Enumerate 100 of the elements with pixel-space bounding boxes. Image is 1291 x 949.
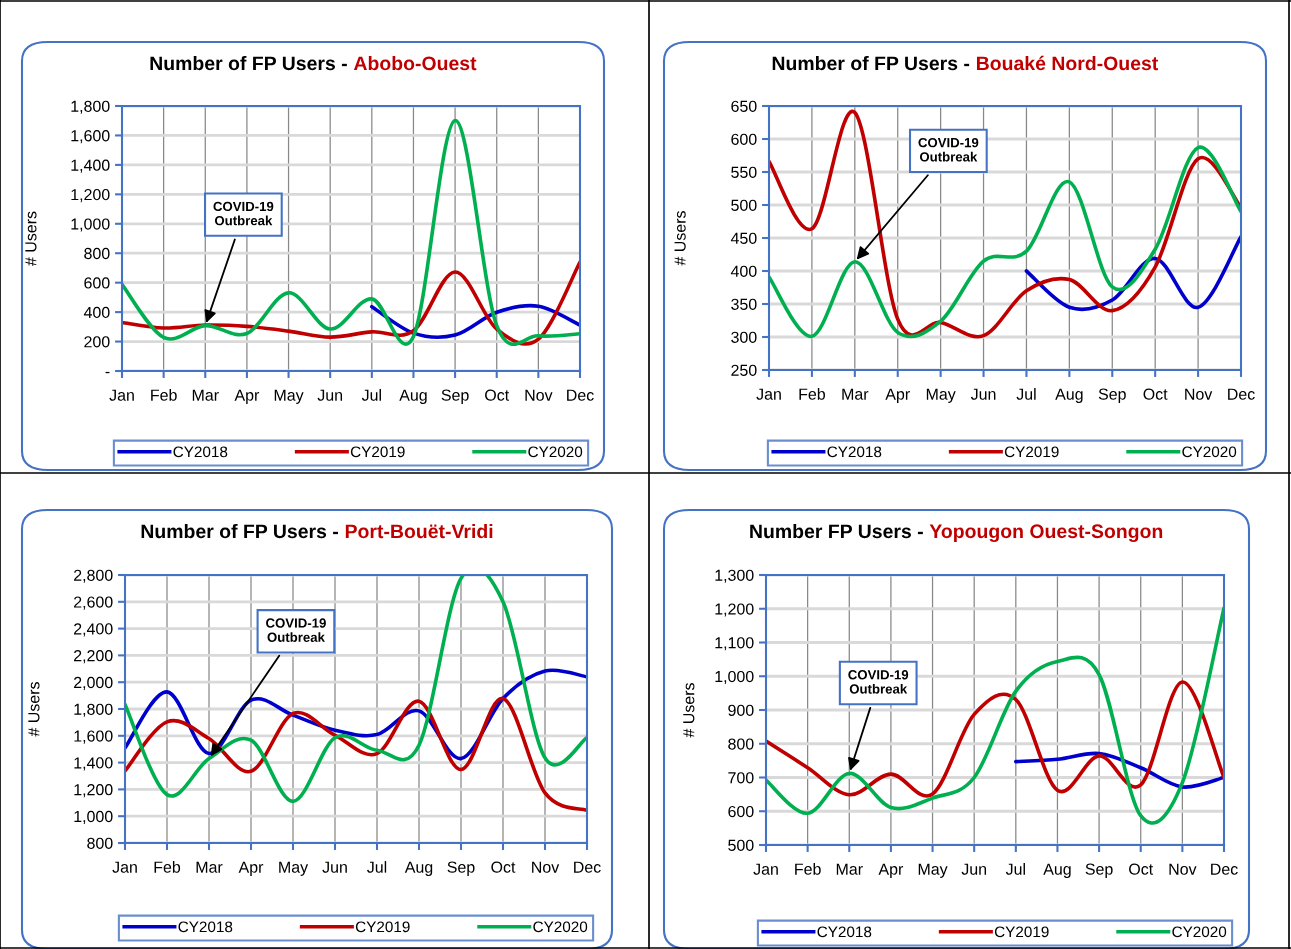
x-tick-label: Sep (1085, 863, 1113, 878)
x-tick-label: Feb (799, 388, 825, 400)
y-tick-label: 600 (84, 277, 110, 289)
legend-label: CY2018 (817, 926, 872, 938)
x-tick-label: Oct (1143, 388, 1168, 400)
chart-subtitle: Abobo-Ouest (353, 55, 477, 71)
line-series (769, 110, 1241, 338)
x-tick-label: Oct (1129, 863, 1154, 875)
y-tick-label: 1,200 (74, 784, 113, 798)
y-tick-label: 2,000 (74, 676, 113, 691)
x-tick-label: May (926, 388, 956, 403)
y-tick-label: 700 (728, 772, 754, 784)
x-tick-label: Feb (795, 863, 821, 875)
x-tick-label: Dec (1228, 388, 1255, 400)
y-axis-title: # Users (674, 211, 686, 266)
y-tick-label: 1,200 (715, 603, 754, 617)
y-tick-label: 800 (728, 738, 754, 750)
y-axis-title: # Users (28, 682, 40, 737)
annotation: COVID-19 Outbreak (266, 618, 326, 642)
x-tick-label: Aug (1055, 388, 1083, 403)
chart-title: Number FP Users - (750, 523, 923, 539)
y-tick-label: 400 (730, 265, 757, 277)
legend-label: CY2020 (533, 921, 588, 933)
x-tick-label: Aug (399, 389, 427, 404)
x-tick-label: Mar (842, 388, 869, 400)
chart-title: Number of FP Users - (772, 55, 970, 71)
x-tick-label: Dec (574, 861, 601, 873)
x-tick-label: Jul (361, 389, 381, 401)
y-tick-label: 250 (731, 364, 757, 376)
y-tick-label: 2,200 (74, 650, 113, 664)
y-tick-label: 650 (731, 100, 757, 112)
y-tick-label: 1,100 (715, 637, 754, 651)
legend-label: CY2019 (994, 926, 1049, 938)
chart-subtitle: Bouaké Nord-Ouest (976, 55, 1159, 71)
line-series (1014, 751, 1224, 789)
legend-label: CY2018 (173, 446, 228, 458)
y-tick-label: 200 (84, 336, 110, 348)
line-series (125, 696, 587, 813)
x-tick-label: Jul (367, 861, 387, 873)
y-tick-label: 1,200 (71, 188, 110, 203)
chart-title: Number of FP Users - (141, 523, 338, 539)
x-tick-label: Jan (109, 389, 134, 401)
x-tick-label: Jul (1005, 863, 1025, 875)
x-tick-label: Jan (753, 863, 778, 875)
x-tick-label: Oct (485, 389, 510, 401)
legend-label: CY2020 (528, 446, 583, 458)
x-tick-label: May (918, 863, 948, 878)
x-tick-label: Jun (961, 863, 987, 875)
y-tick-label: 600 (728, 805, 754, 818)
y-tick-label: 1,800 (74, 703, 113, 717)
y-tick-label: 300 (731, 331, 757, 343)
y-tick-label: 2,400 (74, 623, 113, 637)
y-tick-label: 800 (87, 837, 113, 849)
y-axis-title: # Users (683, 683, 695, 738)
y-tick-label: 1,400 (74, 757, 113, 771)
x-tick-label: Sep (447, 861, 475, 876)
legend-label: CY2020 (1172, 926, 1227, 938)
x-tick-label: Apr (885, 388, 910, 403)
x-tick-label: Sep (1098, 388, 1126, 403)
y-tick-label: 1,300 (715, 569, 754, 583)
x-tick-label: Jun (317, 389, 343, 401)
x-tick-label: Mar (196, 861, 223, 873)
x-tick-label: Apr (878, 863, 904, 878)
y-tick-label: 1,000 (74, 810, 113, 825)
x-tick-label: Nov (532, 861, 560, 873)
x-tick-label: Aug (1043, 863, 1071, 878)
x-tick-label: Dec (1211, 863, 1238, 875)
x-tick-label: Jun (970, 388, 996, 400)
x-tick-label: Dec (567, 389, 594, 401)
x-tick-label: Nov (1169, 863, 1197, 875)
y-tick-label: 1,600 (71, 130, 110, 144)
x-tick-label: Jun (322, 861, 347, 873)
annotation: COVID-19 Outbreak (848, 670, 909, 694)
legend-label: CY2019 (355, 921, 410, 933)
x-tick-label: Jul (1016, 388, 1036, 400)
x-tick-label: Mar (192, 389, 219, 401)
x-tick-label: Apr (238, 861, 264, 876)
x-tick-label: Oct (491, 861, 516, 873)
y-tick-label: 2,600 (74, 596, 113, 610)
legend-label: CY2019 (350, 446, 405, 458)
y-tick-label: 500 (728, 839, 754, 851)
annotation: COVID-19 Outbreak (918, 137, 979, 162)
x-tick-label: Feb (151, 389, 177, 401)
x-tick-label: Nov (1185, 388, 1213, 400)
legend-label: CY2018 (178, 921, 233, 933)
annotation: COVID-19 Outbreak (213, 201, 274, 226)
x-tick-label: Aug (404, 861, 433, 876)
x-tick-label: Nov (525, 389, 553, 401)
y-tick-label: 600 (731, 133, 757, 145)
chart-title: Number of FP Users - (150, 55, 347, 71)
y-tick-label: 900 (728, 704, 754, 716)
x-tick-label: Mar (836, 863, 863, 875)
y-tick-label: 450 (730, 232, 757, 244)
x-tick-label: Jan (112, 861, 137, 873)
x-tick-label: Apr (234, 389, 260, 404)
line-series (766, 680, 1224, 798)
y-tick-label: 550 (731, 166, 757, 178)
y-tick-label: 400 (83, 306, 110, 319)
y-tick-label: 500 (731, 199, 757, 211)
legend-label: CY2018 (827, 446, 882, 458)
